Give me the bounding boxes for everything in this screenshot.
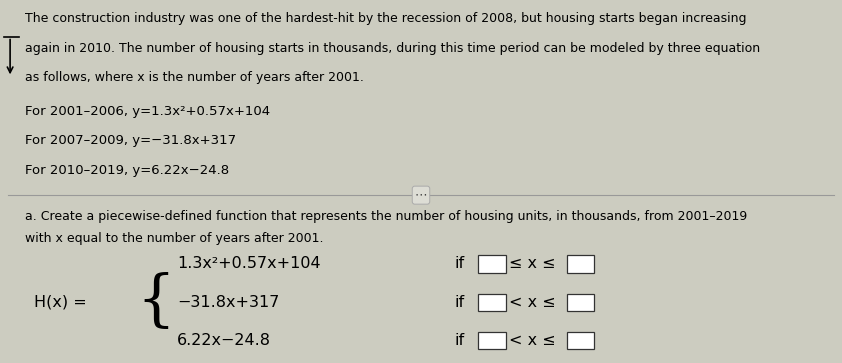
- FancyBboxPatch shape: [478, 294, 506, 311]
- Text: {: {: [136, 272, 175, 332]
- FancyBboxPatch shape: [567, 332, 594, 350]
- Text: as follows, where x is the number of years after 2001.: as follows, where x is the number of yea…: [25, 71, 364, 84]
- Text: < x ≤: < x ≤: [509, 333, 556, 348]
- Text: For 2001–2006, y=1.3x²+0.57x+104: For 2001–2006, y=1.3x²+0.57x+104: [25, 105, 270, 118]
- Text: a. Create a piecewise-defined function that represents the number of housing uni: a. Create a piecewise-defined function t…: [25, 210, 748, 223]
- Text: if: if: [455, 333, 465, 348]
- FancyBboxPatch shape: [567, 255, 594, 273]
- FancyBboxPatch shape: [567, 294, 594, 311]
- FancyBboxPatch shape: [478, 255, 506, 273]
- Text: < x ≤: < x ≤: [509, 295, 556, 310]
- Text: For 2010–2019, y=6.22x−24.8: For 2010–2019, y=6.22x−24.8: [25, 164, 229, 177]
- Text: The construction industry was one of the hardest-hit by the recession of 2008, b: The construction industry was one of the…: [25, 12, 747, 25]
- Text: if: if: [455, 257, 465, 272]
- Text: if: if: [455, 295, 465, 310]
- Text: 6.22x−24.8: 6.22x−24.8: [177, 333, 271, 348]
- FancyBboxPatch shape: [478, 332, 506, 350]
- Text: −31.8x+317: −31.8x+317: [177, 295, 280, 310]
- Text: with x equal to the number of years after 2001.: with x equal to the number of years afte…: [25, 232, 324, 245]
- Text: H(x) =: H(x) =: [34, 295, 87, 310]
- Text: For 2007–2009, y=−31.8x+317: For 2007–2009, y=−31.8x+317: [25, 134, 237, 147]
- Text: ⋯: ⋯: [415, 189, 427, 202]
- Text: ≤ x ≤: ≤ x ≤: [509, 257, 556, 272]
- Text: 1.3x²+0.57x+104: 1.3x²+0.57x+104: [177, 257, 321, 272]
- Text: again in 2010. The number of housing starts in thousands, during this time perio: again in 2010. The number of housing sta…: [25, 42, 760, 55]
